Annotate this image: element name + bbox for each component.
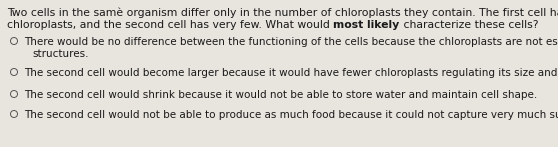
Text: characterize these cells?: characterize these cells?: [400, 20, 538, 30]
Text: The second cell would become larger because it would have fewer chloroplasts reg: The second cell would become larger beca…: [24, 68, 558, 78]
Text: The second cell would shrink because it would not be able to store water and mai: The second cell would shrink because it …: [24, 90, 537, 100]
Text: Two cells in the samè organism differ only in the number of chloroplasts they co: Two cells in the samè organism differ on…: [7, 7, 558, 17]
Text: chloroplasts, and the second cell has very few. What would: chloroplasts, and the second cell has ve…: [7, 20, 333, 30]
Text: most likely: most likely: [333, 20, 400, 30]
Text: structures.: structures.: [32, 49, 89, 59]
Text: There would be no difference between the functioning of the cells because the ch: There would be no difference between the…: [24, 37, 558, 47]
Text: The second cell would not be able to produce as much food because it could not c: The second cell would not be able to pro…: [24, 110, 558, 120]
